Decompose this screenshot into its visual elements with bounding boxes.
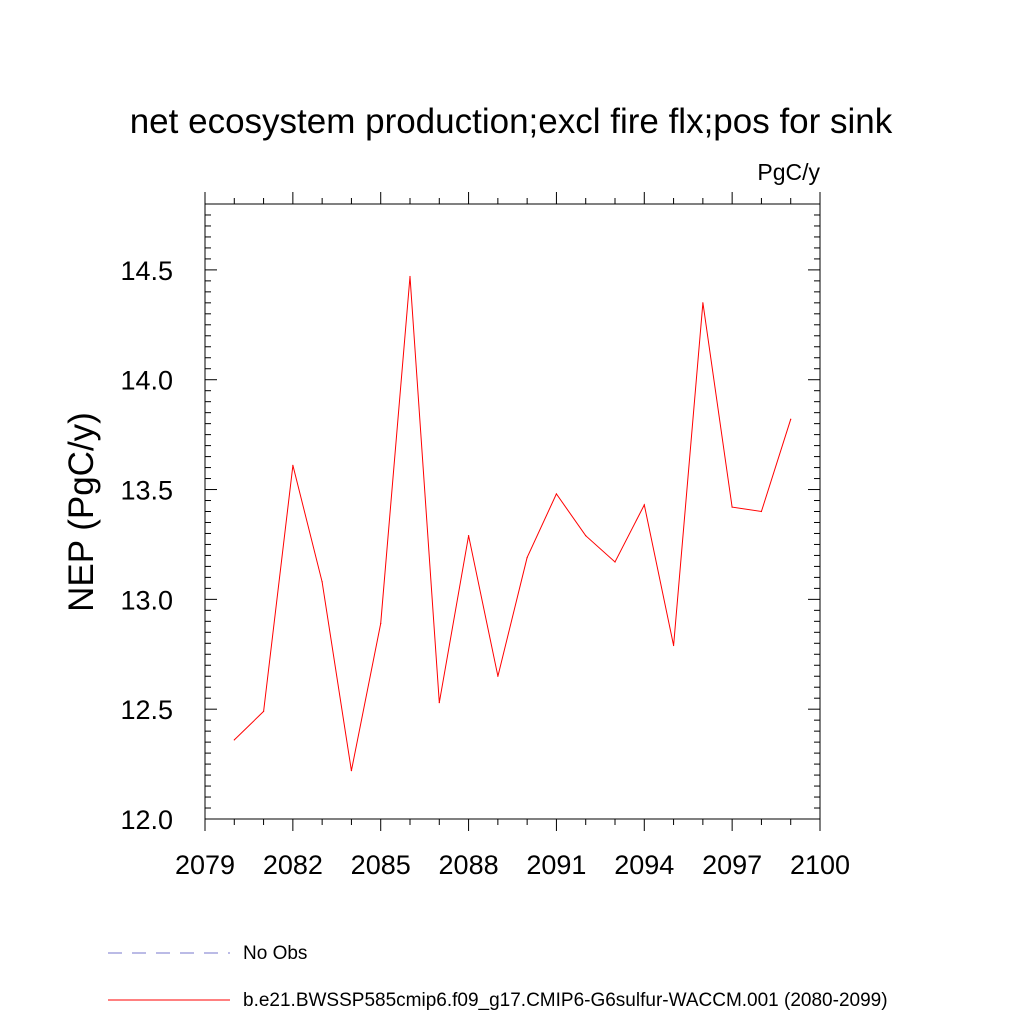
data-point [672,644,675,647]
legend: No Obs b.e21.BWSSP585cmip6.f09_g17.CMIP6… [108,943,888,1011]
data-point [702,302,704,304]
chart-title: net ecosystem production;excl fire flx;p… [130,102,893,141]
data-point [380,622,382,625]
data-point [526,557,528,559]
plot-frame [204,203,821,820]
data-point [643,504,645,506]
data-point [585,535,587,537]
series-group [233,275,792,772]
y-tick-label: 13.0 [120,585,173,615]
units-label: PgC/y [757,159,820,185]
y-tick-label: 12.5 [120,695,173,725]
x-tick-label: 2088 [439,850,499,880]
data-point [233,739,235,741]
data-point [790,418,792,420]
y-tick-label: 14.0 [120,366,173,396]
x-tick-label: 2085 [351,850,411,880]
x-axis: 2079 2082 2085 2088 2091 2094 2097 2100 [175,192,850,880]
data-point [350,770,353,772]
data-point [292,464,294,466]
y-axis-label: NEP (PgC/y) [62,412,101,612]
y-tick-label: 14.5 [120,256,173,286]
y-tick-label: 13.5 [120,476,173,506]
x-tick-label: 2097 [702,850,762,880]
x-tick-label: 2094 [614,850,674,880]
data-point [760,510,763,513]
y-tick-label: 12.0 [120,805,173,835]
data-point [321,581,323,583]
series-line [233,276,792,771]
data-point [409,275,411,278]
x-tick-label: 2091 [526,850,586,880]
data-point [497,675,499,677]
legend-label-model: b.e21.BWSSP585cmip6.f09_g17.CMIP6-G6sulf… [243,990,888,1011]
data-point [555,493,558,495]
legend-label-no-obs: No Obs [243,943,307,964]
data-point [438,701,440,704]
x-tick-label: 2082 [263,850,323,880]
x-tick-label: 2079 [175,850,235,880]
y-axis: 12.0 12.5 13.0 13.5 14.0 14.5 [120,203,820,835]
data-point [467,535,470,537]
data-point [614,561,616,563]
data-point [731,506,733,508]
x-tick-label: 2100 [790,850,850,880]
data-point [262,710,265,712]
